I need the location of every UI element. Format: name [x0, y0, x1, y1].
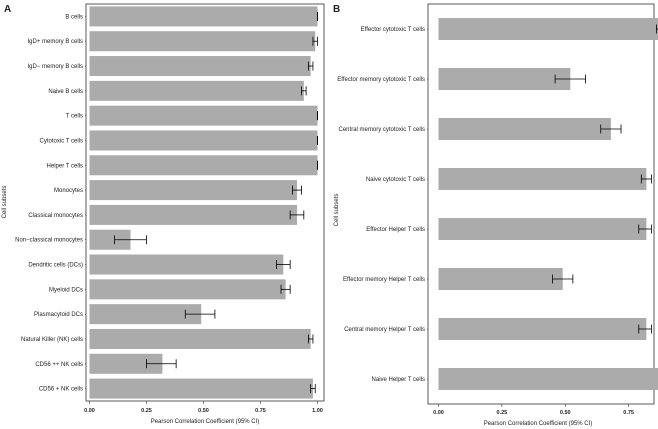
panel-b-x-axis-title: Pearson Correlation Coefficient (95% CI) — [484, 421, 593, 427]
category-label: Effector cytotoxic T cells — [361, 27, 425, 33]
panel-a: A B cells IgD+ memory B cells IgD− memory … — [2, 3, 325, 425]
bar — [438, 268, 563, 290]
x-tick-label: 0.75 — [255, 408, 266, 414]
bar — [89, 254, 284, 275]
category-label: IgD+ memory B cells — [27, 39, 83, 45]
panel-b-bars — [438, 18, 658, 390]
panel-b: B Effector cytotoxic T cells Effector mem… — [333, 3, 658, 427]
panel-b-label: B — [333, 4, 340, 15]
x-tick-label: 0.00 — [84, 408, 95, 414]
error-bar — [552, 274, 574, 284]
bar — [438, 368, 658, 390]
category-label: CD56 ++ NK cells — [35, 362, 83, 368]
x-tick-label: 0.50 — [560, 410, 571, 416]
panel-a-bars — [89, 6, 318, 399]
category-label: Naive cytotoxic T cells — [366, 177, 425, 183]
bar — [89, 105, 318, 126]
x-tick-label: 0.00 — [433, 410, 444, 416]
bar — [89, 31, 316, 52]
error-bar — [280, 284, 291, 294]
category-label: CD56 + NK cells — [39, 387, 83, 393]
bar — [89, 378, 313, 399]
error-bar — [600, 124, 622, 134]
bar — [89, 304, 202, 325]
error-bar — [184, 309, 216, 319]
category-label: Central memory cytotoxic T cells — [339, 127, 425, 133]
error-bar — [146, 359, 177, 369]
bar — [438, 318, 647, 340]
bar — [89, 229, 131, 250]
bar — [89, 130, 318, 151]
error-bar — [310, 384, 316, 394]
category-label: Effector memory cytotoxic T cells — [337, 77, 425, 83]
error-bar — [276, 260, 291, 270]
error-bar — [656, 24, 658, 34]
error-bar — [638, 224, 652, 234]
error-bar — [289, 210, 305, 220]
category-label: Effector memory Helper T cells — [343, 277, 425, 283]
panel-b-y-axis-title: Cell subsets — [334, 194, 340, 227]
category-label: IgD− memory B cells — [27, 64, 83, 70]
bar — [89, 80, 304, 101]
x-tick-label: 0.50 — [198, 408, 209, 414]
bar — [438, 218, 647, 240]
category-label: Effector Helper T cells — [366, 227, 425, 233]
panel-a-category-labels: B cells IgD+ memory B cells IgD− memory B … — [15, 14, 86, 393]
error-bar — [307, 334, 314, 344]
error-bar — [640, 174, 652, 184]
panel-b-category-labels: Effector cytotoxic T cells Effector memor… — [337, 27, 428, 383]
bar — [438, 118, 611, 140]
bar — [89, 180, 297, 201]
error-bar — [312, 36, 318, 46]
bar — [438, 168, 647, 190]
error-bar — [301, 86, 307, 96]
category-label: Monocytes — [54, 188, 83, 194]
category-label: B cells — [65, 14, 83, 20]
panel-b-x-ticks: 0.00 0.25 0.50 0.75 — [433, 404, 634, 416]
category-label: T cells — [66, 114, 83, 120]
category-label: Myeloid DCs — [49, 287, 83, 293]
error-bar — [307, 61, 314, 71]
error-bar — [638, 324, 652, 334]
error-bar — [292, 185, 302, 195]
panel-a-label: A — [4, 4, 11, 15]
x-tick-label: 1.00 — [312, 408, 323, 414]
bar — [89, 155, 318, 176]
x-tick-label: 0.25 — [141, 408, 152, 414]
panel-a-y-axis-title: Cell subsets — [2, 186, 8, 219]
bar — [89, 204, 297, 225]
x-tick-label: 0.75 — [623, 410, 634, 416]
panel-a-x-axis-title: Pearson Correlation Coefficient (95% CI) — [151, 419, 260, 425]
bar — [438, 18, 658, 40]
category-label: Naive B cells — [48, 89, 83, 95]
category-label: Plasmacytoid DCs — [34, 312, 83, 318]
bar — [89, 279, 286, 300]
category-label: Helper T cells — [47, 163, 83, 169]
category-label: Classical monocytes — [28, 213, 83, 219]
bar — [89, 353, 163, 374]
error-bar — [554, 74, 586, 84]
bar — [89, 328, 311, 349]
panel-b-plot-frame — [427, 3, 655, 405]
category-label: Natural Killer (NK) cells — [21, 337, 83, 343]
bar — [438, 68, 571, 90]
bar — [89, 56, 311, 77]
bar — [89, 6, 318, 27]
category-label: Naive Helper T cells — [372, 377, 425, 383]
category-label: Central memory Helper T cells — [344, 327, 425, 333]
x-tick-label: 0.25 — [497, 410, 508, 416]
category-label: Dendritic cells (DCs) — [28, 263, 83, 269]
panel-a-x-ticks: 0.00 0.25 0.50 0.75 1.00 — [84, 401, 323, 414]
category-label: Cytotoxic T cells — [40, 138, 83, 144]
category-label: Non−classical monocytes — [15, 238, 83, 244]
error-bar — [114, 235, 147, 245]
